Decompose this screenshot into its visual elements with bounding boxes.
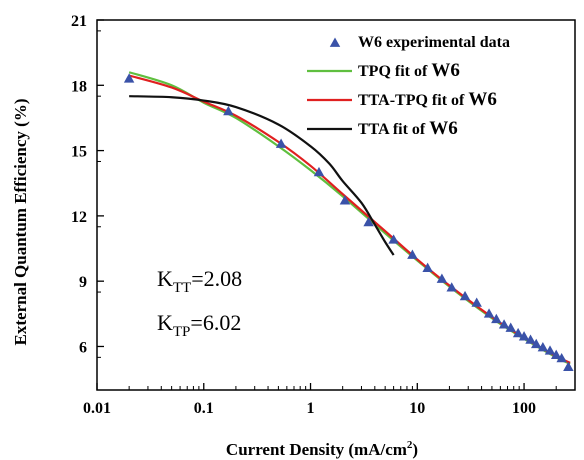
legend-item-1: TPQ fit of W6: [307, 60, 460, 81]
ktt-annotation: KTT=2.08: [157, 266, 242, 296]
data-point: [544, 345, 556, 355]
ktt-value: =2.08: [191, 266, 242, 291]
ktt-main: K: [157, 266, 173, 291]
x-tick-label: 0.01: [83, 400, 111, 417]
ktt-sub: TT: [173, 280, 191, 296]
data-point: [459, 290, 471, 301]
data-point: [518, 331, 530, 341]
legend-label: TTA-TPQ fit of W6: [358, 89, 497, 110]
data-point: [275, 138, 287, 148]
y-tick-label: 12: [71, 209, 87, 226]
x-axis-title: Current Density (mA/cm2): [226, 439, 418, 459]
data-point: [537, 342, 549, 352]
y-tick-label: 6: [79, 339, 87, 356]
x-axis-title-sup: 2: [407, 439, 413, 451]
legend-label: TTA fit of W6: [358, 118, 458, 139]
ktp-value: =6.02: [190, 310, 241, 335]
y-tick-label: 9: [79, 274, 87, 291]
x-axis-title-main: Current Density (mA/cm: [226, 440, 407, 459]
legend-item-3: TTA fit of W6: [307, 118, 458, 139]
x-tick-label: 0.1: [194, 400, 214, 417]
data-point: [471, 297, 482, 307]
data-point: [313, 166, 325, 177]
series-line-3: [129, 95, 395, 256]
x-tick-label: 100: [512, 400, 536, 417]
data-point: [556, 352, 567, 363]
axis-ticks: 0.01 0.1 1 10 100 6 9 12 15 18 21: [71, 13, 557, 417]
x-tick-label: 10: [409, 400, 425, 417]
data-point: [436, 273, 448, 283]
x-axis-title-tail: ): [412, 440, 418, 459]
data-point: [407, 249, 418, 259]
legend-item-2: TTA-TPQ fit of W6: [307, 89, 497, 110]
ktp-main: K: [157, 310, 173, 335]
data-point: [446, 282, 457, 292]
data-point: [525, 334, 536, 344]
plot-frame: [96, 19, 576, 391]
data-point: [363, 216, 374, 227]
data-point: [422, 262, 433, 272]
data-point: [123, 73, 135, 83]
data-point: [498, 319, 510, 329]
data-point: [388, 234, 399, 244]
y-axis-title: External Quantum Efficiency (%): [11, 99, 30, 346]
legend-label: W6 experimental data: [358, 34, 510, 51]
legend-marker: [329, 37, 341, 47]
legend: W6 experimental data TPQ fit of W6 TTA-TPQ…: [307, 34, 510, 139]
data-point: [512, 327, 524, 338]
legend-label: TPQ fit of W6: [358, 60, 460, 81]
data-point: [563, 361, 574, 371]
data-point: [505, 322, 516, 332]
x-tick-label: 1: [307, 400, 315, 417]
ktp-sub: TP: [173, 324, 191, 340]
data-point: [223, 105, 234, 116]
data-point: [531, 338, 542, 349]
legend-item-0: W6 experimental data: [329, 34, 510, 51]
plot-area-frame: [96, 19, 576, 391]
experimental-markers: [123, 73, 574, 371]
y-tick-label: 21: [71, 13, 87, 30]
data-point: [483, 308, 495, 318]
ktp-annotation: KTP=6.02: [157, 310, 241, 340]
y-tick-label: 18: [71, 78, 87, 95]
data-point: [491, 313, 502, 324]
data-point: [550, 349, 562, 360]
data-point: [339, 195, 351, 205]
y-tick-label: 15: [71, 144, 87, 161]
